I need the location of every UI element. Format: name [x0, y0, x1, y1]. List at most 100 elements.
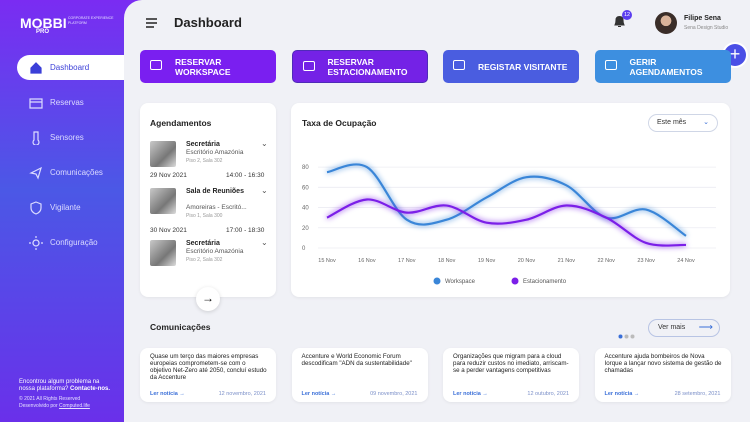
action-icon: [604, 60, 617, 70]
item-room: Piso 2, Sala 302: [186, 257, 223, 263]
news-text: Quase um terço das maiores empresas euro…: [150, 353, 267, 381]
more-button[interactable]: Ver mais ⟶: [648, 319, 720, 337]
action-icon: [150, 60, 162, 70]
action-icon: [302, 61, 315, 71]
action-label: REGISTAR VISITANTE: [478, 61, 568, 72]
menu-icon: [30, 201, 42, 215]
item-time: 14:00 - 16:30: [226, 172, 265, 179]
news-text: Organizações que migram para a cloud par…: [453, 353, 569, 374]
tagline: CORPORATE EXPERIENCE PLATFORM: [68, 16, 114, 25]
x-tick-label: 17 Nov: [398, 258, 416, 264]
schedule-next[interactable]: →: [196, 287, 220, 311]
developed-text: Desenvolvido por: [19, 403, 58, 409]
news-card[interactable]: [291, 348, 428, 402]
developer[interactable]: Computed.life: [59, 403, 90, 409]
x-tick-label: 20 Nov: [518, 258, 536, 264]
page-title: Dashboard: [174, 15, 242, 30]
item-type: Secretária: [186, 240, 220, 247]
news-text: Accenture e World Economic Forum descodi…: [301, 353, 412, 367]
action-label: GERIR AGENDAMENTOS: [629, 56, 703, 77]
period-filter[interactable]: Este mês ⌄: [648, 114, 718, 132]
menu-item[interactable]: Comunicações: [17, 160, 124, 185]
series-line: [326, 163, 687, 237]
item-time: 17:00 - 18:30: [226, 227, 265, 234]
user-company: Sena Design Studio: [684, 25, 729, 31]
item-place: Escritório Amazónia: [186, 149, 244, 156]
copyright: © 2021 All Rights Reserved: [19, 396, 81, 402]
action-label: RESERVAR ESTACIONAMENTO: [327, 56, 408, 77]
bell[interactable]: [613, 15, 626, 29]
y-tick-label: 0: [302, 246, 306, 252]
news-link[interactable]: Ler notícia →: [150, 391, 185, 397]
item-type: Sala de Reuniões: [186, 188, 244, 195]
news-date: 12 outubro, 2021: [527, 391, 569, 397]
menu-item[interactable]: Configuração: [17, 230, 124, 255]
logo: MOBBI: [20, 15, 67, 31]
x-tick-label: 22 Nov: [598, 258, 616, 264]
item-type: Secretária: [186, 141, 220, 148]
item-chevron[interactable]: ⌄: [261, 139, 268, 148]
action-button[interactable]: REGISTAR VISITANTE: [443, 50, 579, 83]
series-line: [326, 198, 687, 247]
action-label: RESERVAR WORKSPACE: [175, 56, 231, 77]
help: Encontrou algum problema na nossa plataf…: [19, 379, 114, 393]
y-tick-label: 80: [302, 165, 309, 171]
schedule-title: Agendamentos: [150, 118, 212, 128]
help-text: Encontrou algum problema na nossa plataf…: [19, 379, 100, 392]
pager[interactable]: [618, 326, 638, 339]
news-card[interactable]: [594, 348, 731, 402]
menu-icon: [30, 62, 42, 74]
developed: Desenvolvido por Computed.life: [19, 403, 90, 409]
news-title: Comunicações: [150, 322, 211, 332]
action-button[interactable]: RESERVAR WORKSPACE: [140, 50, 276, 83]
item-room: Piso 2, Sala 302: [186, 158, 223, 164]
menu-icon: [29, 236, 43, 250]
news-card[interactable]: [140, 348, 276, 402]
user-name: Filipe Sena: [684, 15, 721, 22]
item-chevron[interactable]: ⌄: [261, 238, 268, 247]
news-date: 12 novembro, 2021: [218, 391, 266, 397]
x-tick-label: 15 Nov: [318, 258, 336, 264]
hamburger[interactable]: [146, 18, 158, 28]
x-tick-label: 16 Nov: [358, 258, 376, 264]
legend-swatch: [433, 277, 441, 285]
news-link[interactable]: Ler notícia →: [604, 391, 640, 397]
more-text: Ver mais: [658, 324, 686, 331]
news-link[interactable]: Ler notícia →: [301, 391, 337, 397]
item-date: 29 Nov 2021: [150, 172, 187, 179]
menu-item[interactable]: Reservas: [17, 90, 124, 115]
logo-sub: PRO: [36, 29, 50, 35]
menu-icon: [29, 166, 42, 180]
help-link[interactable]: Contacte-nos.: [70, 386, 111, 392]
item-room: Piso 1, Sala 300: [186, 213, 223, 219]
thumbnail: [150, 188, 176, 214]
menu-item[interactable]: Vigilante: [17, 195, 124, 220]
news-text: Accenture ajuda bombeiros de Nova Iorque…: [604, 353, 722, 374]
news-link[interactable]: Ler notícia →: [453, 391, 488, 397]
news-card[interactable]: [443, 348, 579, 402]
notification-badge: 12: [622, 10, 632, 20]
chart-title: Taxa de Ocupação: [302, 118, 377, 128]
menu-item[interactable]: Sensores: [17, 125, 124, 150]
news-date: 28 setembro, 2021: [674, 391, 721, 397]
period-text: Este mês: [657, 119, 687, 126]
legend-label: Workspace: [445, 279, 476, 285]
avatar[interactable]: [655, 12, 677, 34]
menu-item[interactable]: Dashboard: [17, 55, 124, 80]
item-chevron[interactable]: ⌄: [261, 186, 268, 195]
thumbnail: [150, 240, 176, 266]
legend-label: Estacionamento: [523, 279, 567, 285]
x-tick-label: 19 Nov: [478, 258, 496, 264]
action-button[interactable]: GERIR AGENDAMENTOS: [594, 50, 731, 83]
x-tick-label: 21 Nov: [558, 258, 576, 264]
item-place: Escritório Amazónia: [186, 248, 244, 255]
thumbnail: [150, 141, 176, 167]
menu-icon: [29, 98, 43, 109]
item-date: 30 Nov 2021: [150, 227, 187, 234]
y-tick-label: 40: [302, 206, 309, 212]
news-date: 09 novembro, 2021: [370, 391, 418, 397]
item-place: Amoreiras - Escritó...: [186, 204, 247, 211]
action-button[interactable]: RESERVAR ESTACIONAMENTO: [291, 50, 428, 83]
